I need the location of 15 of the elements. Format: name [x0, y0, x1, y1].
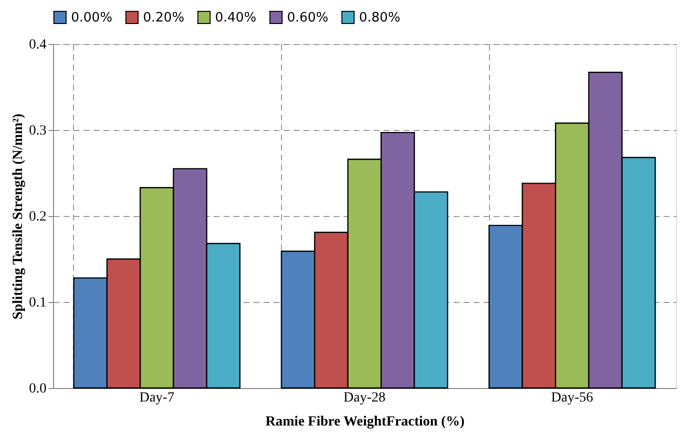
- x-axis-title: Ramie Fibre WeightFraction (%): [266, 414, 465, 430]
- y-axis-title: Splitting Tensile Strength (N/mm²): [11, 113, 26, 320]
- y-tick-label: 0.3: [29, 124, 46, 138]
- y-tick-label: 0.4: [29, 38, 46, 52]
- legend-label: 0.80%: [359, 10, 400, 26]
- x-tick-label: Day-7: [139, 390, 174, 406]
- y-tick-label: 0.0: [29, 382, 46, 396]
- legend-label: 0.20%: [143, 10, 184, 26]
- x-tick-label: Day-28: [344, 390, 386, 406]
- x-tick-label: Day-56: [551, 390, 594, 406]
- y-tick-label: 0.1: [29, 296, 46, 310]
- legend-label: 0.00%: [71, 10, 112, 26]
- legend-label: 0.60%: [287, 10, 328, 26]
- y-tick-label: 0.2: [29, 210, 46, 224]
- legend-label: 0.40%: [215, 10, 256, 26]
